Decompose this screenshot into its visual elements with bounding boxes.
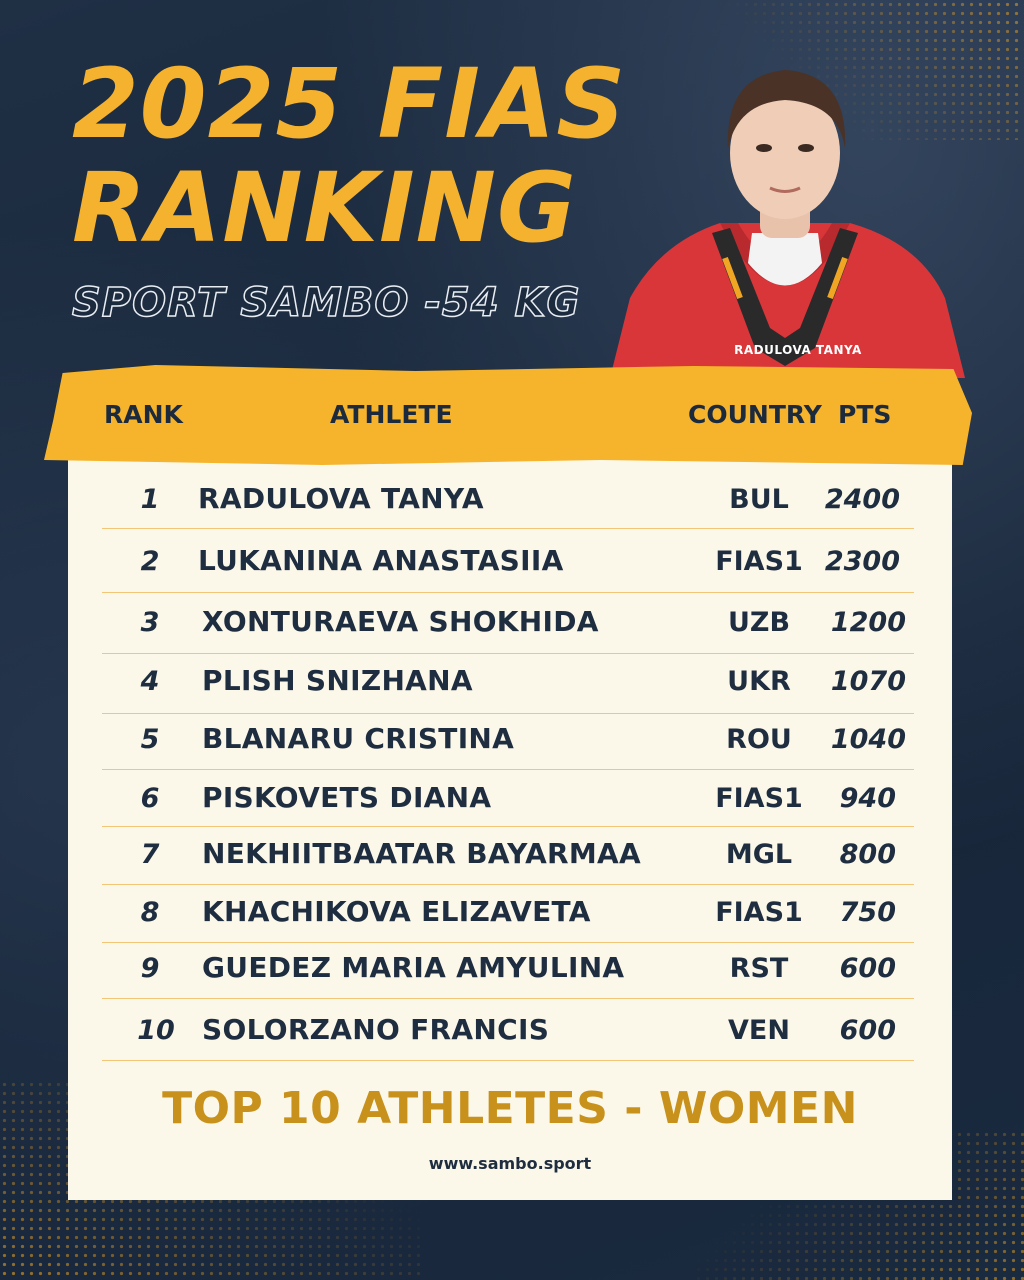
country-cell: BUL	[729, 484, 789, 515]
rank-cell: 3	[140, 607, 160, 638]
athlete-cell: PLISH SNIZHANA	[202, 664, 473, 697]
row-divider	[102, 1060, 914, 1061]
athlete-cell: KHACHIKOVA ELIZAVETA	[202, 895, 591, 928]
points-cell: 750	[839, 897, 896, 928]
poster-title: 2025 FIAS RANKING	[72, 52, 626, 260]
title-line-2: RANKING	[72, 152, 577, 264]
athlete-cell: SOLORZANO FRANCIS	[202, 1013, 550, 1046]
header-rank: RANK	[104, 400, 183, 429]
points-cell: 1200	[830, 607, 906, 638]
title-line-1: 2025 FIAS	[72, 48, 627, 160]
country-cell: ROU	[726, 724, 792, 755]
points-cell: 2400	[824, 484, 900, 515]
athlete-cell: LUKANINA ANASTASIIA	[198, 544, 564, 577]
rank-cell: 10	[137, 1015, 175, 1046]
row-divider	[102, 592, 914, 593]
table-header-band	[44, 365, 972, 465]
points-cell: 1070	[830, 666, 906, 697]
points-cell: 940	[839, 783, 896, 814]
points-cell: 600	[839, 1015, 896, 1046]
rank-cell: 4	[140, 666, 160, 697]
row-divider	[102, 884, 914, 885]
country-cell: FIAS1	[715, 897, 803, 928]
rank-cell: 1	[140, 484, 160, 515]
row-divider	[102, 713, 914, 714]
row-divider	[102, 653, 914, 654]
row-divider	[102, 826, 914, 827]
country-cell: VEN	[728, 1015, 790, 1046]
athlete-cell: PISKOVETS DIANA	[202, 781, 492, 814]
country-cell: RST	[729, 953, 789, 984]
points-cell: 2300	[824, 546, 900, 577]
website-link[interactable]: www.sambo.sport	[428, 1154, 592, 1173]
rank-cell: 8	[140, 897, 160, 928]
country-cell: FIAS1	[715, 546, 803, 577]
country-cell: FIAS1	[715, 783, 803, 814]
footer-title: TOP 10 ATHLETES - WOMEN	[162, 1083, 858, 1134]
row-divider	[102, 528, 914, 529]
rank-cell: 5	[140, 724, 160, 755]
rank-cell: 6	[140, 783, 160, 814]
header-athlete: ATHLETE	[330, 400, 453, 429]
photo-caption: RADULOVA TANYA	[734, 343, 862, 357]
ranking-card	[68, 448, 952, 1200]
athlete-cell: GUEDEZ MARIA AMYULINA	[202, 951, 625, 984]
header-pts: PTS	[838, 400, 892, 429]
athlete-cell: XONTURAEVA SHOKHIDA	[202, 605, 599, 638]
header-country: COUNTRY	[688, 400, 822, 429]
athlete-cell: NEKHIITBAATAR BAYARMAA	[202, 837, 642, 870]
row-divider	[102, 942, 914, 943]
points-cell: 800	[839, 839, 896, 870]
points-cell: 1040	[830, 724, 906, 755]
athlete-photo	[610, 70, 965, 378]
country-cell: MGL	[725, 839, 793, 870]
row-divider	[102, 769, 914, 770]
rank-cell: 2	[140, 546, 160, 577]
athlete-cell: RADULOVA TANYA	[198, 482, 484, 515]
weight-category: SPORT SAMBO -54 KG	[71, 279, 581, 327]
points-cell: 600	[839, 953, 896, 984]
rank-cell: 9	[140, 953, 160, 984]
rank-cell: 7	[140, 839, 160, 870]
row-divider	[102, 998, 914, 999]
athlete-cell: BLANARU CRISTINA	[202, 722, 515, 755]
country-cell: UZB	[727, 607, 791, 638]
country-cell: UKR	[727, 666, 791, 697]
